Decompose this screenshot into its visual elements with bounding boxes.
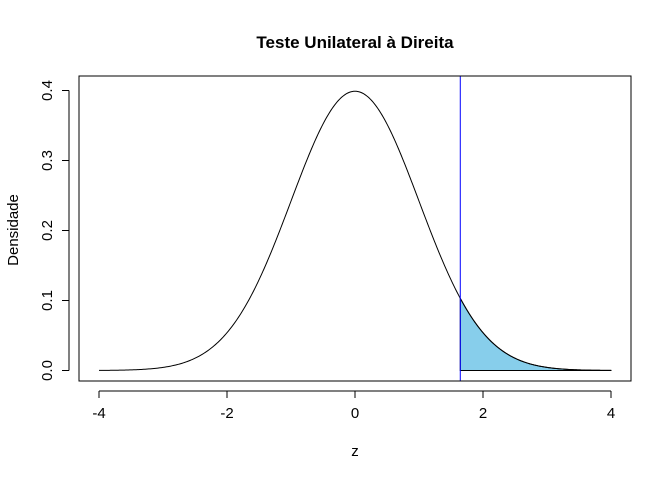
y-tick-label: 0.3: [39, 150, 56, 171]
x-axis: -4 -2 0 2 4: [92, 390, 615, 422]
chart-title: Teste Unilateral à Direita: [256, 33, 454, 52]
x-axis-label: z: [351, 443, 359, 460]
shaded-rejection-region-group: [459, 298, 612, 371]
density-curve: [98, 90, 612, 371]
density-curve-group: [98, 90, 612, 371]
y-tick-label: 0.4: [39, 80, 56, 101]
y-axis-label: Densidade: [5, 194, 22, 266]
x-tick-label: -4: [92, 405, 105, 422]
plot-area-border: [78, 75, 632, 382]
y-tick-label: 0.2: [39, 220, 56, 241]
x-tick-label: 0: [351, 405, 359, 422]
y-tick-label: 0.1: [39, 290, 56, 311]
y-axis: 0.0 0.1 0.2 0.3 0.4: [39, 80, 70, 381]
shaded-area: [459, 298, 612, 371]
x-tick-label: 2: [479, 405, 487, 422]
x-tick-label: 4: [607, 405, 615, 422]
x-tick-label: -2: [220, 405, 233, 422]
y-tick-label: 0.0: [39, 360, 56, 381]
